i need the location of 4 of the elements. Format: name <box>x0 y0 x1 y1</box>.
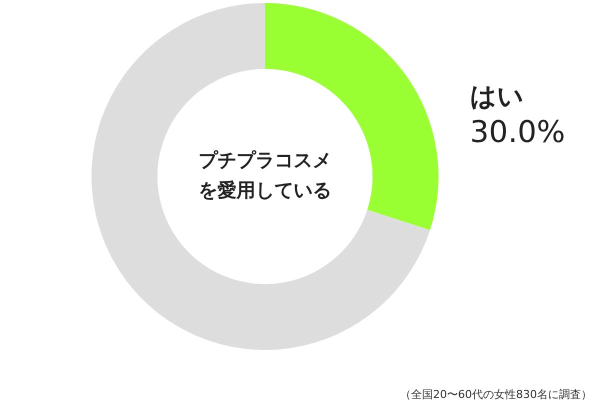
text: プチプラコスメを愛用している <box>198 149 332 202</box>
data-label: 30.0% <box>470 115 566 150</box>
text: （全国20〜60代の女性830名に調査） <box>400 387 592 402</box>
slice-label: はい <box>470 82 524 112</box>
